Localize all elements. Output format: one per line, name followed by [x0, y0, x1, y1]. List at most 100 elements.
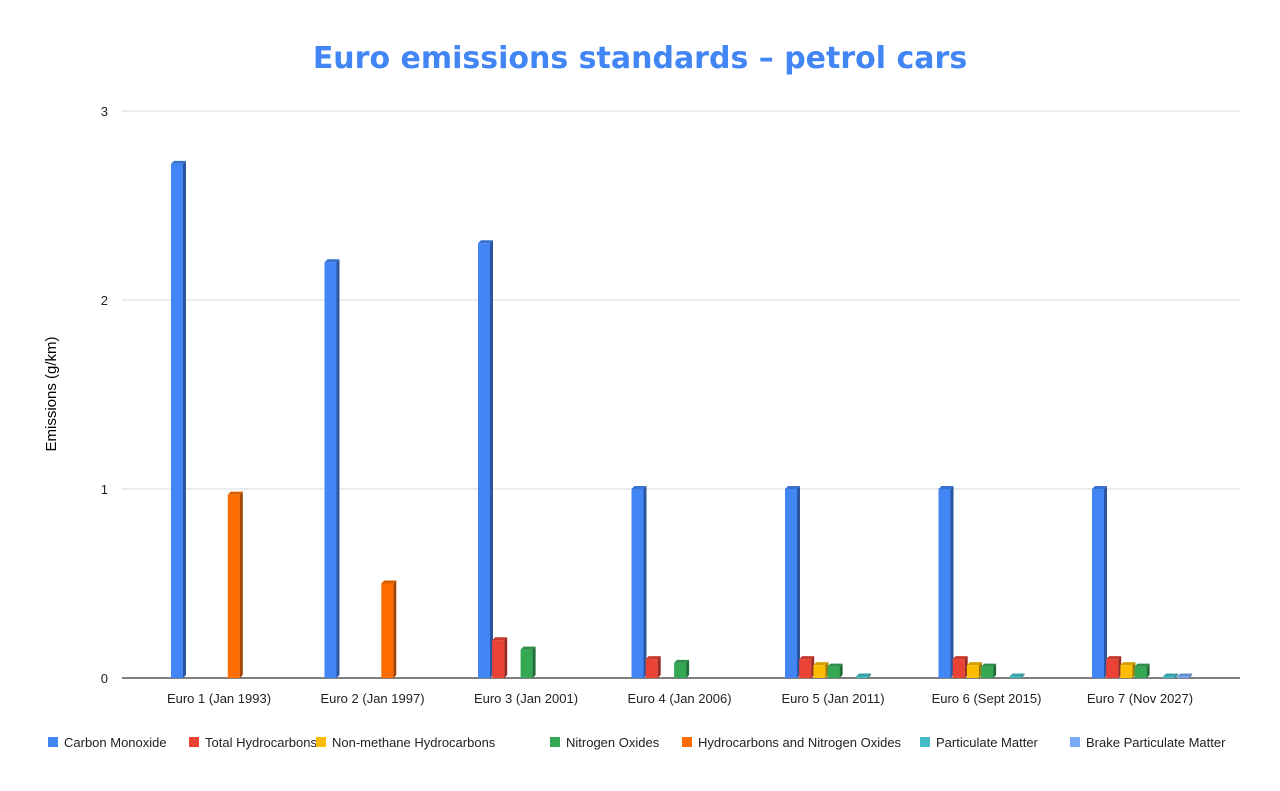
x-tick-label: Euro 3 (Jan 2001)	[474, 691, 578, 706]
bar-front	[1092, 489, 1104, 678]
bar	[674, 659, 690, 678]
legend-swatch	[682, 737, 692, 747]
legend-item: Nitrogen Oxides	[550, 735, 660, 750]
legend-item: Particulate Matter	[920, 735, 1039, 750]
bar	[1163, 673, 1178, 678]
bar-top	[981, 663, 997, 667]
bar-front	[478, 243, 490, 679]
x-tick-label: Euro 5 (Jan 2011)	[781, 691, 884, 706]
bar-front	[381, 583, 394, 678]
bar-top	[227, 491, 243, 495]
bar-front	[171, 163, 183, 679]
legend-swatch	[48, 737, 58, 747]
bar-top	[1009, 673, 1025, 677]
bar	[645, 656, 661, 678]
bar-top	[799, 656, 815, 660]
y-tick-label: 2	[101, 293, 108, 308]
bar-front	[966, 665, 979, 678]
bar-front	[856, 676, 868, 678]
legend-label: Non-methane Hydrocarbons	[332, 735, 496, 750]
bar-front	[631, 489, 644, 678]
bar-front	[813, 665, 826, 678]
bar	[381, 580, 397, 678]
bar	[813, 662, 829, 678]
bar-front	[1134, 666, 1147, 678]
bar	[1009, 673, 1025, 678]
bar-top	[492, 637, 508, 641]
y-tick-label: 3	[101, 104, 108, 119]
bar-side	[239, 491, 243, 678]
bar	[171, 160, 186, 679]
bar-front	[1106, 659, 1119, 678]
y-axis-label: Emissions (g/km)	[43, 336, 60, 451]
bar-side	[532, 646, 536, 678]
bar-top	[324, 259, 340, 263]
bar	[1092, 486, 1107, 678]
bar-top	[631, 486, 647, 489]
bar-front	[1177, 676, 1190, 678]
bar	[1106, 656, 1122, 678]
bar-front	[1120, 665, 1133, 678]
bar	[1134, 663, 1150, 678]
bar	[952, 656, 968, 678]
y-tick-label: 0	[101, 671, 108, 686]
bar	[1120, 662, 1136, 678]
bar-side	[336, 259, 340, 678]
bar-front	[1163, 676, 1175, 678]
legend-swatch	[920, 737, 930, 747]
legend-item: Hydrocarbons and Nitrogen Oxides	[682, 735, 902, 750]
bar-front	[324, 262, 337, 678]
bar	[520, 646, 536, 678]
bar-front	[674, 662, 687, 678]
bar-top	[856, 673, 871, 677]
bar-top	[478, 240, 493, 244]
bar	[799, 656, 815, 678]
bar-top	[1092, 486, 1107, 489]
bar-front	[827, 666, 840, 678]
bar	[227, 491, 243, 678]
bar-top	[827, 663, 843, 667]
bar	[478, 240, 493, 679]
bar	[827, 663, 843, 678]
legend-swatch	[550, 737, 560, 747]
bar-top	[938, 486, 954, 489]
bar-side	[950, 486, 954, 678]
bar-top	[171, 160, 186, 164]
bar-side	[643, 486, 647, 678]
legend-label: Particulate Matter	[936, 735, 1039, 750]
legend-item: Carbon Monoxide	[48, 735, 167, 750]
bar	[981, 663, 997, 678]
bar-side	[504, 637, 508, 678]
bar-side	[1021, 673, 1025, 678]
legend-swatch	[316, 737, 326, 747]
legend-item: Non-methane Hydrocarbons	[316, 735, 496, 750]
bar-side	[490, 240, 493, 679]
bar-front	[492, 640, 505, 678]
x-tick-label: Euro 7 (Nov 2027)	[1087, 691, 1193, 706]
bar-side	[868, 673, 871, 678]
legend-label: Total Hydrocarbons	[205, 735, 317, 750]
bar-top	[952, 656, 968, 660]
bar-side	[657, 656, 661, 678]
bar	[631, 486, 647, 678]
legend-label: Carbon Monoxide	[64, 735, 167, 750]
bar	[966, 662, 982, 678]
bar-side	[393, 580, 397, 678]
bar-front	[520, 649, 533, 678]
bar-top	[1120, 662, 1136, 666]
bar-front	[645, 659, 658, 678]
legend-label: Hydrocarbons and Nitrogen Oxides	[698, 735, 902, 750]
bar-side	[1175, 673, 1178, 678]
bar-side	[1189, 673, 1193, 678]
bar-front	[799, 659, 812, 678]
bar-top	[966, 662, 982, 666]
bar	[324, 259, 340, 678]
bar-side	[686, 659, 690, 678]
bar-top	[674, 659, 690, 663]
bar-front	[938, 489, 951, 678]
bar-side	[993, 663, 997, 678]
bar-side	[839, 663, 843, 678]
bar	[856, 673, 871, 678]
legend-item: Brake Particulate Matter	[1070, 735, 1226, 750]
